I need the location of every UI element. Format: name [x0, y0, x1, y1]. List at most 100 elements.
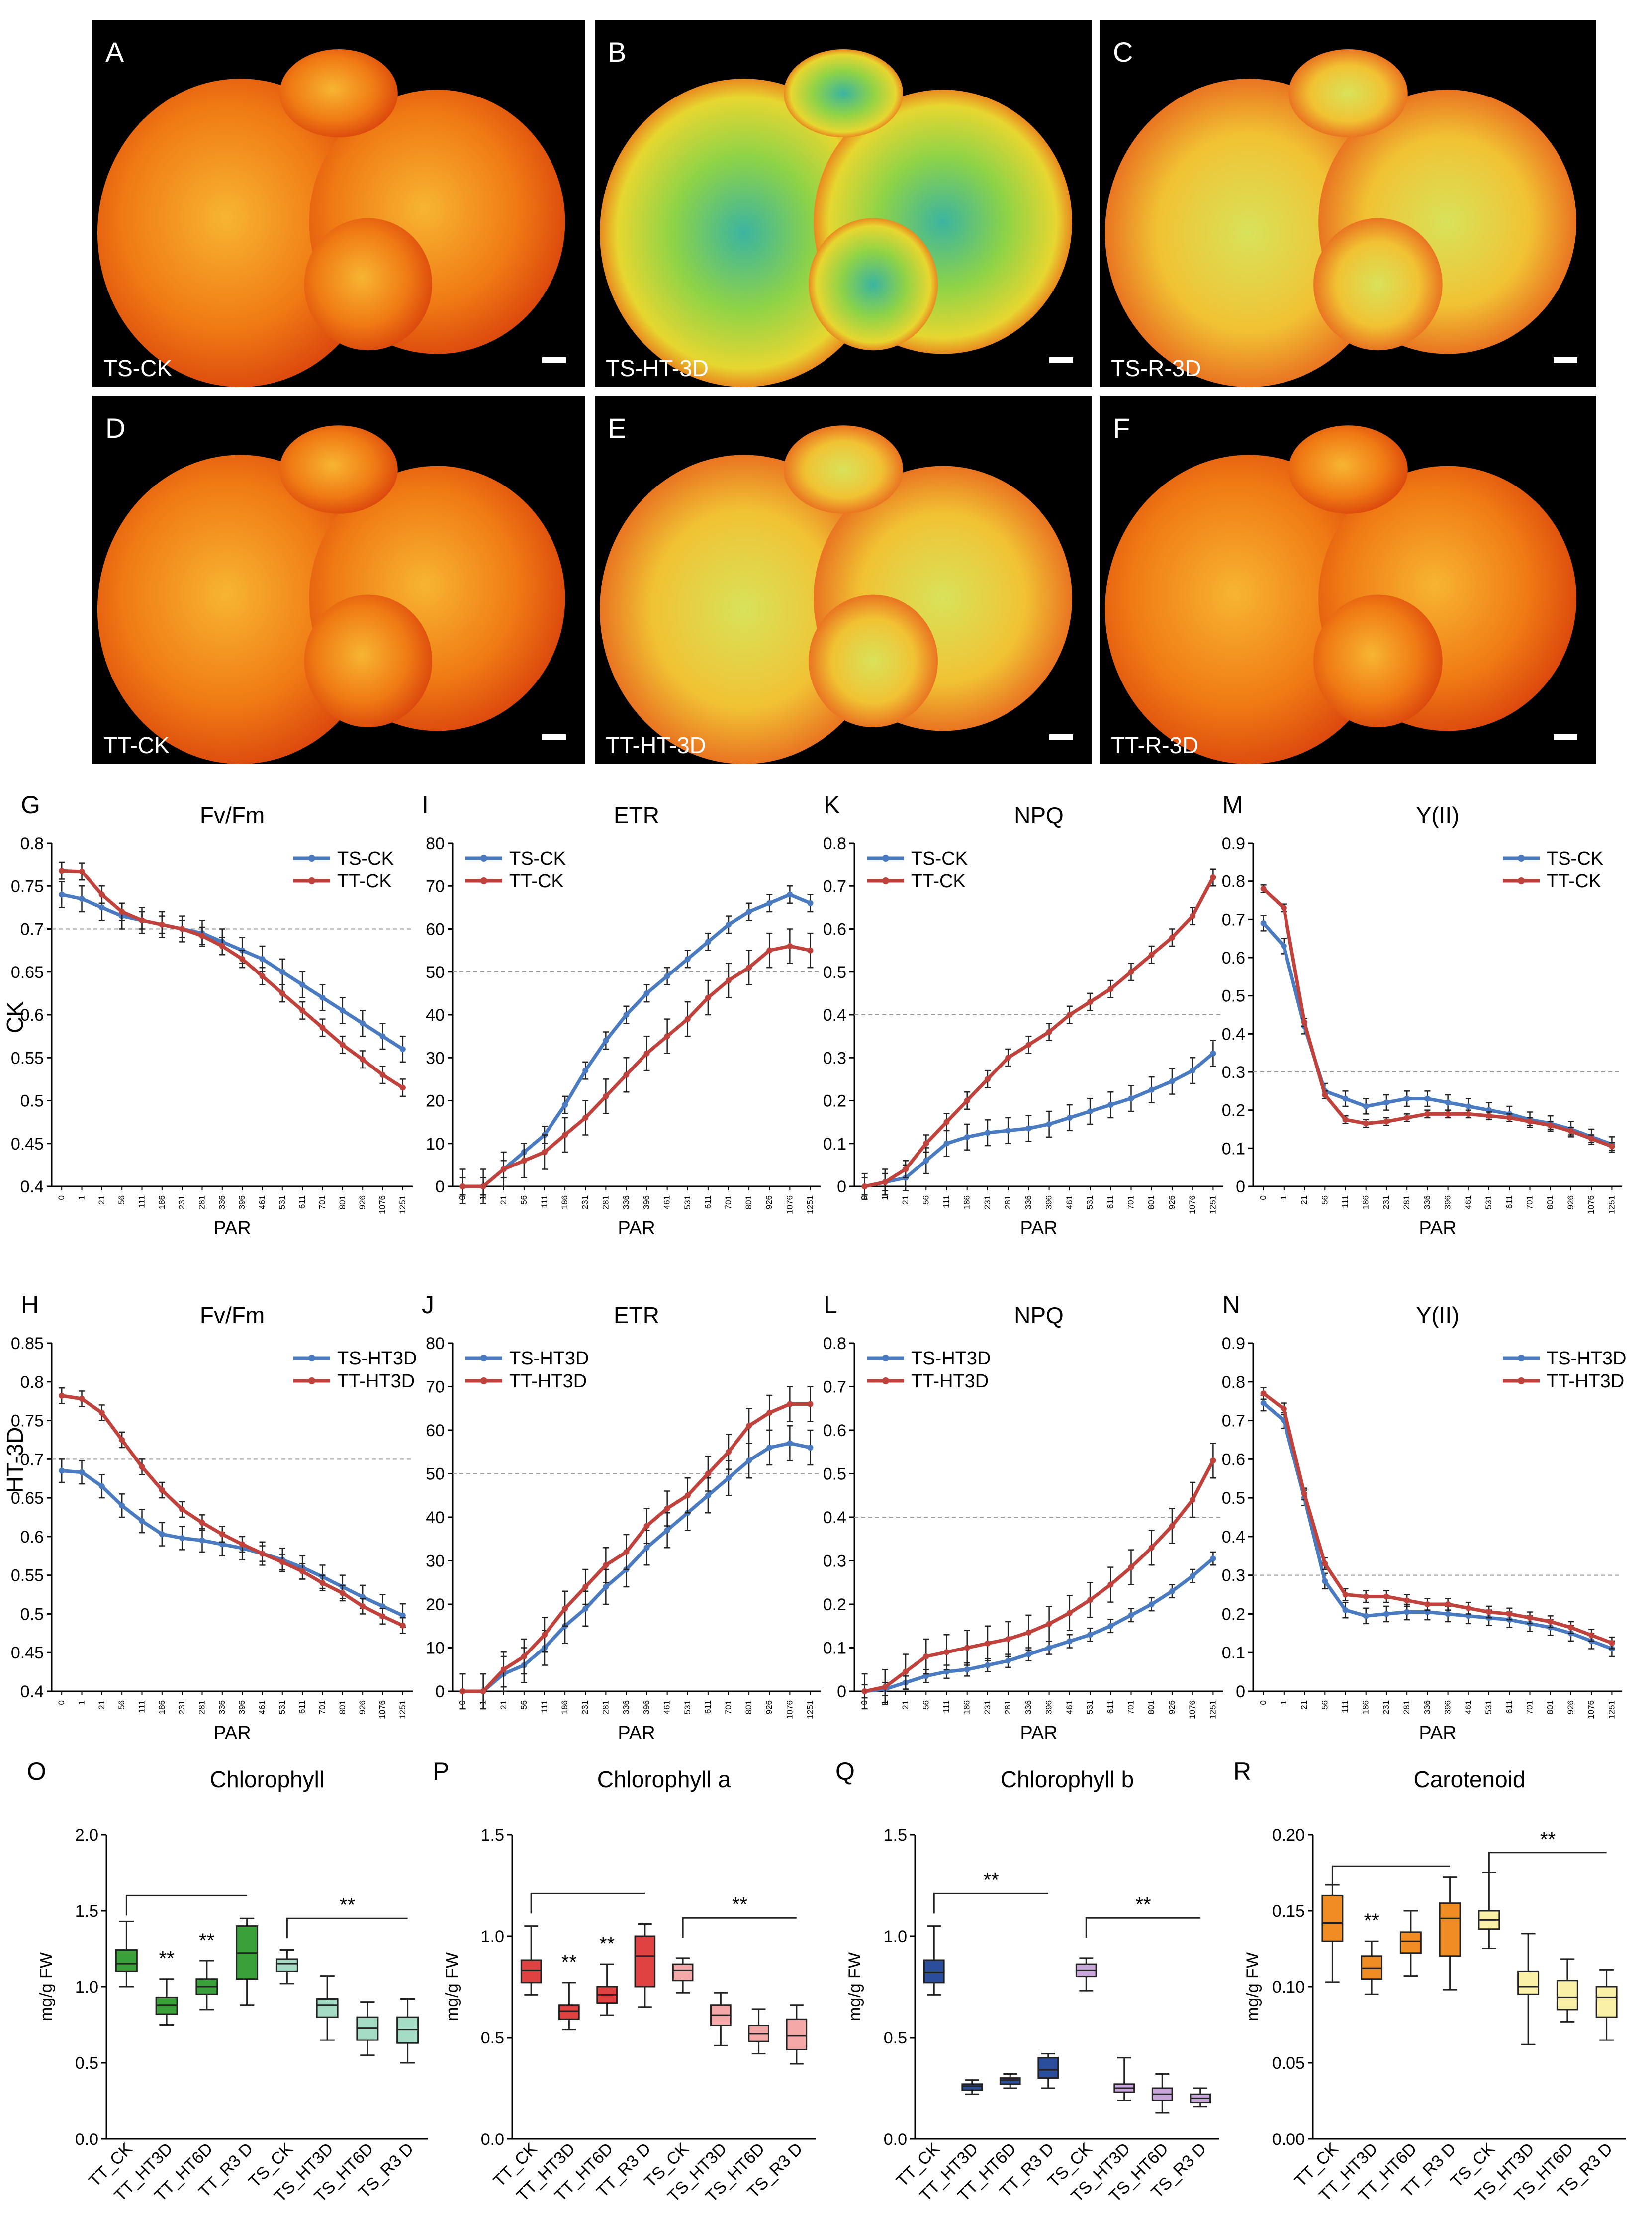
x-tick-label: 0: [1259, 1195, 1268, 1200]
data-point: [603, 1037, 609, 1044]
significance-bracket: [1488, 1852, 1607, 1873]
data-point: [1609, 1640, 1615, 1646]
box-body: [558, 2004, 580, 2020]
leaf-shape: [279, 425, 398, 514]
data-point: [1506, 1115, 1513, 1121]
x-tick-label: 1: [1279, 1195, 1288, 1200]
legend-label: TS-HT3D: [911, 1348, 991, 1369]
y-tick-label: 40: [426, 1508, 445, 1527]
series-line: [61, 893, 404, 1051]
y-axis-label: mg/g FW: [37, 1952, 56, 2021]
y-tick-label: 0.6: [1222, 949, 1245, 968]
leaf-shape: [784, 425, 903, 514]
y-tick-label: 1.5: [884, 1826, 907, 1845]
data-point: [1210, 874, 1216, 880]
box-body: [923, 1959, 945, 1984]
chart-title: NPQ: [1014, 802, 1064, 828]
data-point: [1169, 1523, 1175, 1529]
data-point: [582, 1068, 589, 1074]
data-point: [746, 965, 752, 971]
y-tick-label: 0.5: [20, 1092, 44, 1111]
x-tick-label: 281: [1402, 1195, 1411, 1209]
box-ts-ck: [672, 1957, 694, 1994]
data-point: [1404, 1115, 1410, 1121]
y-tick-label: 0.6: [20, 1006, 44, 1025]
series-line: [864, 1052, 1214, 1188]
data-point: [1148, 1086, 1155, 1093]
x-tick-label: 1: [77, 1700, 87, 1705]
y-tick-label: 0.7: [20, 1450, 44, 1469]
legend-label: TS-HT3D: [337, 1348, 417, 1369]
x-tick-label: 56: [921, 1195, 930, 1205]
y-tick-label: 30: [426, 1049, 445, 1068]
y-tick-label: 0: [435, 1682, 445, 1701]
y-tick-label: 0: [837, 1177, 846, 1196]
series-line: [462, 944, 811, 1188]
bracket-stars: **: [1540, 1829, 1556, 1850]
data-point: [726, 977, 732, 983]
data-point: [1260, 1390, 1267, 1397]
box-tt-r3-d: [236, 1917, 259, 2006]
data-point: [861, 1183, 868, 1189]
data-point: [1210, 1050, 1216, 1057]
series-line: [1262, 922, 1613, 1146]
x-tick-label: 611: [1105, 1700, 1115, 1714]
data-point: [542, 1149, 548, 1155]
data-point: [1465, 1103, 1471, 1109]
x-tick-label: 461: [258, 1700, 267, 1714]
x-tick-label: 281: [1003, 1195, 1012, 1209]
chart-title: Fv/Fm: [200, 802, 265, 828]
x-tick-label: 336: [621, 1700, 631, 1714]
data-point: [98, 891, 105, 898]
x-tick-label: 461: [258, 1195, 267, 1209]
y-tick-label: 0.85: [11, 1334, 44, 1353]
data-point: [79, 868, 85, 874]
x-tick-label: 926: [358, 1195, 367, 1209]
data-point: [664, 1505, 670, 1512]
x-tick-label: 1251: [1607, 1700, 1616, 1719]
box-tt-ck: [923, 1925, 945, 1996]
data-point: [603, 1093, 609, 1099]
data-point: [943, 1668, 950, 1675]
x-tick-label: 701: [724, 1700, 733, 1714]
x-tick-label: 336: [1422, 1700, 1432, 1714]
data-point: [964, 1097, 970, 1104]
legend-label: TS-CK: [1547, 848, 1603, 869]
y-tick-label: 0.6: [823, 1421, 846, 1440]
data-point: [1128, 1612, 1134, 1618]
x-axis-label: PAR: [213, 1218, 251, 1239]
y-tick-label: 70: [426, 877, 445, 896]
x-tick-label: 1: [1279, 1700, 1288, 1705]
scale-bar: [542, 734, 566, 740]
x-tick-label: 336: [217, 1195, 227, 1209]
y-tick-label: 0.5: [823, 1465, 846, 1484]
leaf-image: [97, 425, 565, 764]
data-point: [279, 969, 285, 975]
x-tick-label: 1076: [1586, 1700, 1596, 1719]
x-tick-label: 186: [157, 1195, 167, 1209]
data-point: [903, 1166, 909, 1172]
x-tick-label: 531: [1484, 1700, 1493, 1714]
y-tick-label: 40: [426, 1006, 445, 1025]
data-point: [1301, 1019, 1308, 1026]
data-point: [1281, 943, 1287, 949]
x-tick-label: 611: [703, 1700, 713, 1714]
x-tick-label: 56: [519, 1700, 529, 1710]
x-tick-label: 1: [880, 1195, 890, 1200]
x-tick-label: 0: [57, 1700, 66, 1705]
box-ts-r3-d: [1595, 1969, 1618, 2041]
x-tick-label: 396: [1044, 1195, 1054, 1209]
data-point: [984, 1662, 991, 1668]
legend-marker: [308, 855, 315, 862]
x-tick-label: 611: [1504, 1700, 1514, 1714]
photo-condition-label: TS-CK: [103, 355, 172, 381]
data-point: [1190, 1573, 1196, 1579]
y-tick-label: 0.20: [1272, 1826, 1305, 1845]
data-point: [903, 1668, 909, 1675]
x-tick-label: 336: [217, 1700, 227, 1714]
x-tick-label: 281: [197, 1195, 207, 1209]
data-point: [882, 1684, 888, 1690]
box-tt-r3-d: [1037, 2053, 1059, 2089]
